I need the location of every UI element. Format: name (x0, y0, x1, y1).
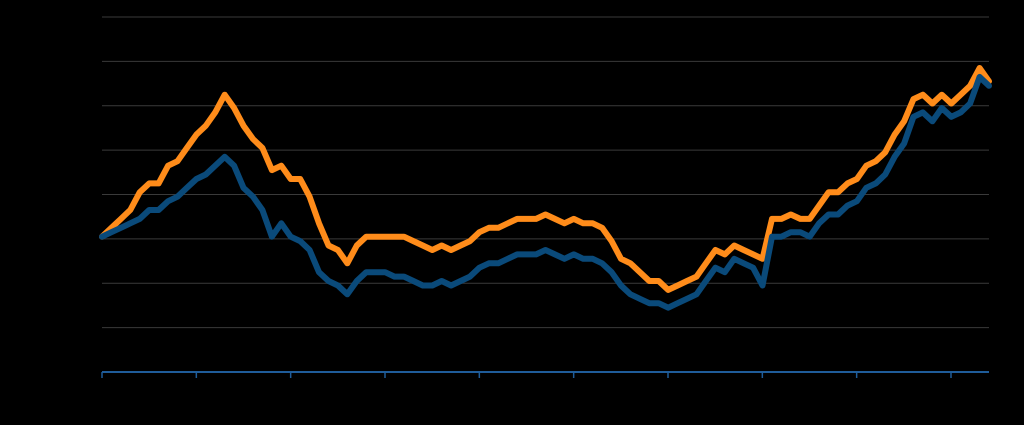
x-axis (101, 371, 989, 378)
series-line-orange (99, 65, 992, 293)
series-group (99, 65, 992, 311)
series-line-blue (99, 73, 992, 311)
